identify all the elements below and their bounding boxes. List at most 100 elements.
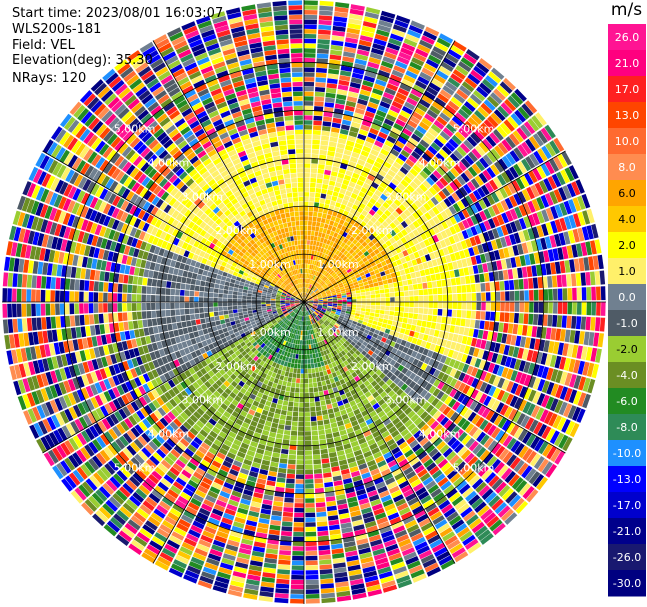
radar-gate <box>512 410 522 423</box>
radar-gate <box>450 439 461 450</box>
radar-gate <box>304 364 308 369</box>
radar-gate <box>471 293 477 301</box>
radar-gate <box>313 454 321 460</box>
radar-gate <box>356 276 362 281</box>
radar-gate <box>388 214 396 222</box>
radar-gate <box>480 533 494 545</box>
radar-gate <box>510 257 517 268</box>
radar-gate <box>313 120 322 126</box>
radar-gate <box>362 278 368 283</box>
radar-gate <box>393 362 401 369</box>
radar-gate <box>422 476 434 486</box>
radar-gate <box>304 10 318 15</box>
radar-gate <box>335 343 340 348</box>
radar-gate <box>452 401 461 411</box>
radar-gate <box>342 114 353 122</box>
radar-gate <box>332 259 337 265</box>
radar-gate <box>490 292 496 301</box>
radar-gate <box>364 402 372 410</box>
radar-gate <box>323 174 330 180</box>
radar-gate <box>429 159 439 169</box>
radar-gate <box>304 431 311 436</box>
radar-gate <box>326 239 331 245</box>
radar-gate <box>506 381 514 393</box>
radar-gate <box>489 282 495 291</box>
radar-gate <box>364 141 373 149</box>
radar-gate <box>405 70 418 80</box>
radar-gate <box>313 299 318 301</box>
radar-gate <box>326 293 332 296</box>
radar-gate <box>475 416 485 428</box>
radar-gate <box>567 230 576 244</box>
radar-gate <box>306 283 308 288</box>
radar-gate <box>504 512 518 525</box>
radar-gate <box>305 293 307 298</box>
radar-gate <box>392 320 398 327</box>
radar-gate <box>573 375 582 389</box>
radar-gate <box>331 466 340 472</box>
radar-gate <box>327 300 333 302</box>
radar-gate <box>347 396 354 403</box>
radar-gate <box>311 319 314 324</box>
radar-gate <box>531 326 538 338</box>
radar-gate <box>304 416 311 422</box>
radar-gate <box>353 168 362 175</box>
radar-gate <box>308 302 314 303</box>
radar-gate <box>508 345 515 357</box>
radar-gate <box>347 319 353 323</box>
radar-gate <box>416 407 425 417</box>
radar-gate <box>297 450 304 455</box>
radar-gate <box>493 176 503 189</box>
radar-gate <box>358 359 365 366</box>
radar-gate <box>277 399 284 405</box>
radar-gate <box>503 344 510 356</box>
radar-gate <box>325 272 330 277</box>
radar-gate <box>308 221 312 226</box>
radar-gate <box>327 224 333 231</box>
radar-gate <box>321 308 326 312</box>
radar-gate <box>360 274 367 280</box>
radar-gate <box>408 231 416 239</box>
radar-gate <box>412 443 422 453</box>
radar-gate <box>325 260 330 266</box>
radar-gate <box>375 395 383 403</box>
radar-gate <box>405 369 413 378</box>
radar-gate <box>362 356 368 363</box>
radar-gate <box>365 291 371 296</box>
radar-gate <box>348 230 355 236</box>
radar-gate <box>306 294 310 299</box>
radar-gate <box>449 181 459 192</box>
radar-gate <box>305 498 315 503</box>
radar-gate <box>375 298 381 302</box>
radar-gate <box>344 326 350 331</box>
radar-gate <box>322 306 328 308</box>
radar-gate <box>366 295 371 299</box>
radar-gate <box>355 413 363 420</box>
radar-gate <box>429 328 435 336</box>
radar-gate <box>357 279 363 284</box>
radar-gate <box>433 138 444 148</box>
radar-gate <box>395 302 400 307</box>
radar-gate <box>474 235 482 245</box>
radar-gate <box>326 189 333 196</box>
radar-gate <box>317 246 322 252</box>
radar-gate <box>305 570 319 575</box>
radar-gate <box>435 180 445 190</box>
radar-gate <box>385 297 390 302</box>
radar-gate <box>308 299 313 301</box>
radar-gate <box>540 127 552 142</box>
radar-gate <box>342 342 348 348</box>
radar-gate <box>397 195 405 204</box>
radar-gate <box>412 383 420 392</box>
radar-gate <box>475 380 484 390</box>
radar-gate <box>394 311 399 317</box>
radar-gate <box>501 508 514 522</box>
radar-gate <box>294 503 304 508</box>
radar-gate <box>428 288 433 295</box>
radar-gate <box>305 598 320 604</box>
radar-gate <box>307 225 312 231</box>
radar-gate <box>318 386 323 392</box>
radar-gate <box>310 406 316 412</box>
radar-gate <box>318 207 324 213</box>
radar-gate <box>568 199 577 213</box>
